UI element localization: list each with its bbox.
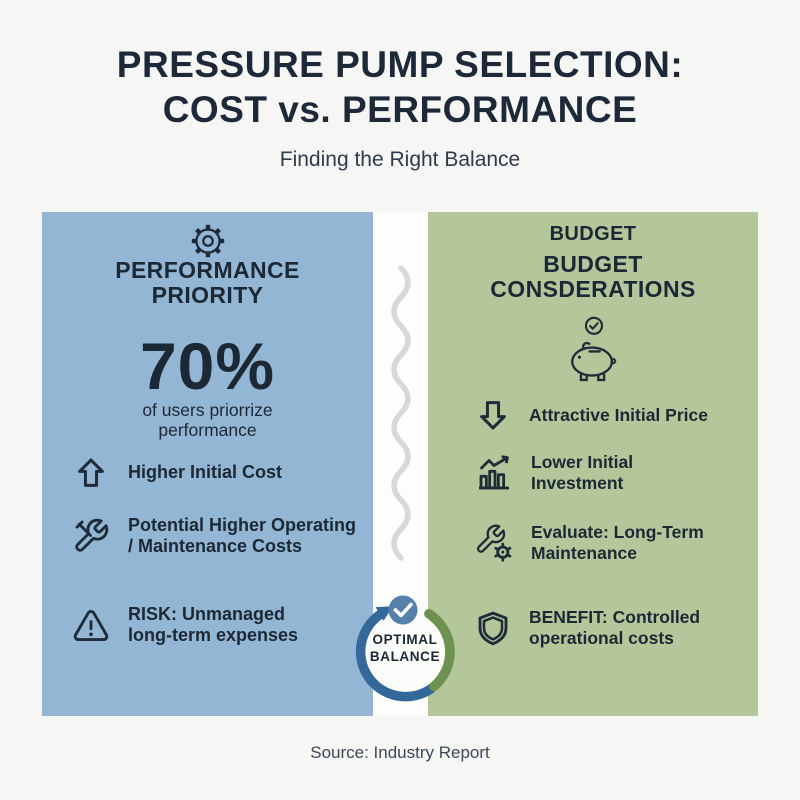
warning-icon [72, 606, 110, 644]
piggy-bank-icon [428, 316, 758, 382]
wavy-divider [386, 260, 416, 562]
gear-icon [42, 220, 373, 262]
list-item-lower-investment: Lower Initial Investment [474, 452, 749, 493]
stat-value: 70% [139, 329, 276, 403]
item-line1: Lower Initial [531, 452, 634, 472]
list-item-operating-costs: Potential Higher Operating / Maintenance… [72, 515, 362, 557]
budget-heading-line1: BUDGET [543, 251, 643, 277]
source-text: Source: Industry Report [310, 743, 490, 762]
list-item-text: Potential Higher Operating / Maintenance… [128, 515, 356, 557]
performance-panel: PERFORMANCE PRIORITY 70% of users priorr… [42, 212, 373, 716]
performance-heading-line2: PRIORITY [151, 282, 264, 309]
list-item-text: Lower Initial Investment [531, 452, 633, 493]
optimal-balance-emblem [340, 587, 470, 717]
page-title-line2: COST vs. PERFORMANCE [162, 89, 638, 131]
list-item-text: Attractive Initial Price [529, 405, 708, 426]
stat-caption: of users priorrize performance [42, 400, 373, 440]
balance-label-line2: BALANCE [369, 649, 441, 664]
wrench-gear-icon [474, 523, 514, 563]
item-line2: Investment [531, 472, 624, 493]
arrow-down-icon [474, 396, 512, 434]
check-badge-icon [388, 595, 418, 625]
list-item-benefit: BENEFIT: Controlled operational costs [474, 607, 749, 648]
arrow-up-icon [72, 454, 110, 492]
list-item-text: Higher Initial Cost [128, 462, 282, 483]
balance-label: OPTIMAL BALANCE [345, 631, 465, 665]
balance-inner-circle [365, 612, 445, 692]
performance-panel-heading: PERFORMANCE PRIORITY [42, 257, 373, 309]
list-item-risk: RISK: Unmanaged long-term expenses [72, 604, 362, 646]
check-circle-icon [584, 316, 604, 335]
shield-icon [474, 609, 512, 647]
item-line1: BENEFIT: Controlled [529, 607, 701, 627]
tools-icon [72, 517, 110, 555]
list-item-attractive-price: Attractive Initial Price [474, 396, 749, 434]
item-line1: Higher Initial Cost [128, 462, 283, 483]
stat-caption-line2: performance [158, 420, 257, 441]
page-title-line1: PRESSURE PUMP SELECTION: [116, 44, 684, 85]
list-item-higher-initial-cost: Higher Initial Cost [72, 454, 362, 492]
page-title: PRESSURE PUMP SELECTION: COST vs. PERFOR… [0, 42, 800, 132]
item-line1: Evaluate: Long-Term [531, 522, 704, 542]
budget-heading-line2: CONSDERATIONS [490, 276, 696, 303]
bar-chart-icon [474, 453, 514, 493]
budget-panel: BUDGET BUDGET CONSDERATIONS [428, 212, 758, 716]
item-line1: Potential Higher Operating [128, 515, 357, 535]
list-item-text: Evaluate: Long-Term Maintenance [531, 522, 704, 563]
page-subtitle: Finding the Right Balance [279, 148, 521, 171]
item-line2: long-term expenses [128, 625, 299, 646]
performance-heading-line1: PERFORMANCE [115, 257, 300, 283]
balance-label-line1: OPTIMAL [372, 632, 438, 647]
item-line2: Maintenance [531, 542, 637, 563]
list-item-text: BENEFIT: Controlled operational costs [529, 607, 700, 648]
list-item-text: RISK: Unmanaged long-term expenses [128, 604, 298, 646]
item-line1: Attractive Initial Price [529, 404, 708, 425]
item-line1: RISK: Unmanaged [128, 604, 286, 624]
item-line2: / Maintenance Costs [128, 536, 303, 557]
list-item-longterm-maintenance: Evaluate: Long-Term Maintenance [474, 522, 749, 563]
budget-heading-small: BUDGET [549, 223, 637, 245]
budget-panel-heading: BUDGET CONSDERATIONS [428, 251, 758, 303]
item-line2: operational costs [529, 627, 674, 648]
stat-caption-line1: of users priorrize [142, 400, 273, 420]
